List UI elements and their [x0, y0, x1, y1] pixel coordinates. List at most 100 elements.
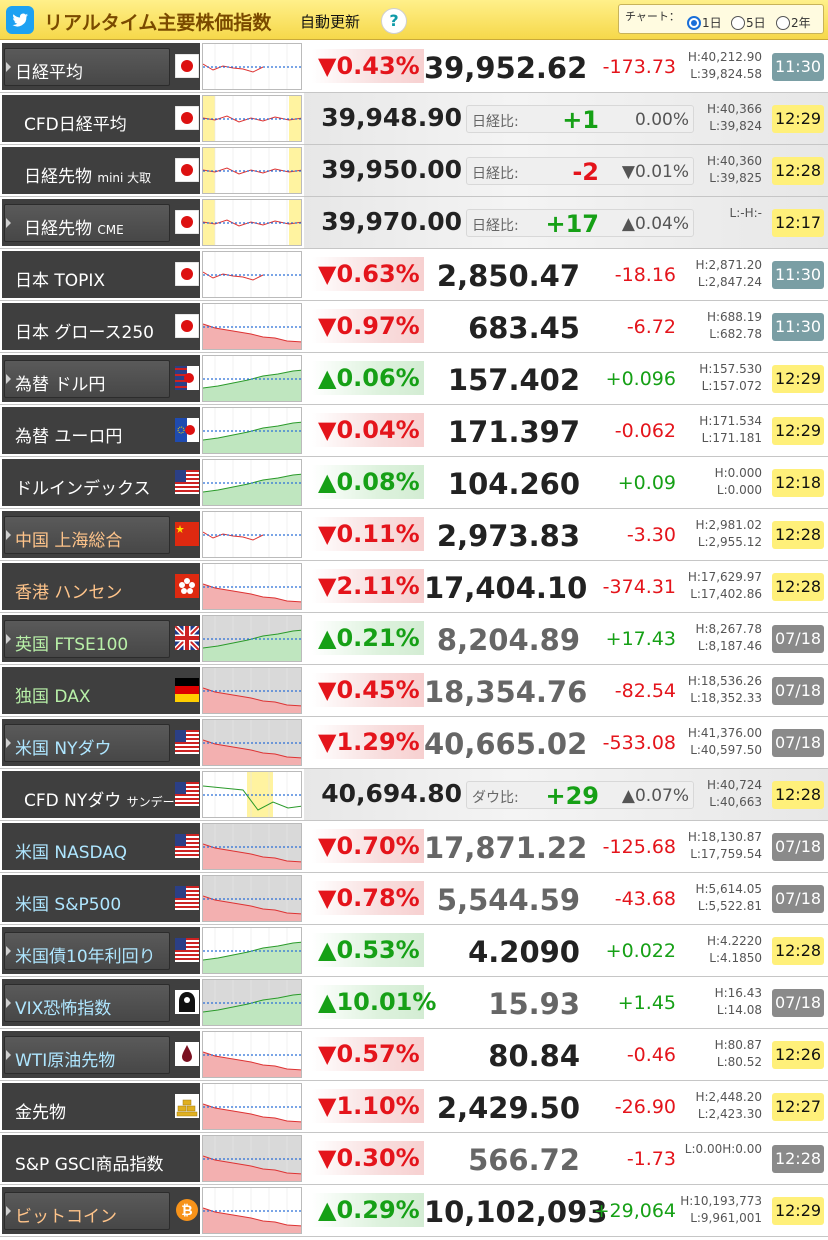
- sparkline-chart[interactable]: [202, 927, 302, 974]
- sparkline-chart[interactable]: [202, 43, 302, 90]
- index-name-cell[interactable]: VIX恐怖指数: [2, 979, 200, 1026]
- index-name-cell[interactable]: CFD日経平均: [2, 95, 200, 142]
- sparkline-chart[interactable]: [202, 1083, 302, 1130]
- sparkline-chart[interactable]: [202, 355, 302, 402]
- index-name-cell[interactable]: 香港 ハンセン: [2, 563, 200, 610]
- expand-arrow-icon[interactable]: [6, 1206, 11, 1216]
- index-button[interactable]: [4, 516, 170, 554]
- table-row[interactable]: 香港 ハンセン ▼2.11% 17,404.10 -374.31 H:17,629.97…: [0, 561, 828, 613]
- period-option-5d[interactable]: 5日: [731, 14, 766, 31]
- price-value: 40,665.02: [424, 727, 588, 761]
- table-row[interactable]: 日本 グロース250 ▼0.97% 683.45 -6.72 H:688.19 L:682…: [0, 301, 828, 353]
- index-name-cell[interactable]: 日経先物 mini 大取: [2, 147, 200, 194]
- table-row[interactable]: 米国債10年利回り ▲0.53% 4.2090 +0.022 H:4.2220 L:4.1…: [0, 925, 828, 977]
- sparkline-chart[interactable]: [202, 199, 302, 246]
- expand-arrow-icon[interactable]: [6, 946, 11, 956]
- radio-icon[interactable]: [687, 15, 701, 30]
- index-name-cell[interactable]: ビットコイン ₿: [2, 1187, 200, 1234]
- radio-icon[interactable]: [776, 15, 790, 30]
- low-value: L:682.78: [709, 327, 762, 341]
- index-name-cell[interactable]: 金先物: [2, 1083, 200, 1130]
- help-button[interactable]: ?: [381, 8, 407, 34]
- index-name-cell[interactable]: 日経先物 CME: [2, 199, 200, 246]
- sparkline-chart[interactable]: [202, 615, 302, 662]
- index-name-cell[interactable]: ドルインデックス: [2, 459, 200, 506]
- index-name-label: WTI原油先物: [15, 1051, 116, 1071]
- index-name-cell[interactable]: 独国 DAX: [2, 667, 200, 714]
- sparkline-chart[interactable]: [202, 95, 302, 142]
- table-row[interactable]: 為替 ドル円 ▲0.06% 157.402 +0.096 H:157.530 L:157.…: [0, 353, 828, 405]
- sparkline-chart[interactable]: [202, 1135, 302, 1182]
- index-name-cell[interactable]: 中国 上海総合: [2, 511, 200, 558]
- table-row[interactable]: WTI原油先物 ▼0.57% 80.84 -0.46 H:80.87 L:80.52 12:…: [0, 1029, 828, 1081]
- index-name-cell[interactable]: 英国 FTSE100: [2, 615, 200, 662]
- sparkline-chart[interactable]: [202, 563, 302, 610]
- table-row[interactable]: 為替 ユーロ円 ▼0.04% 171.397 -0.062 H:171.534 L:171…: [0, 405, 828, 457]
- index-button[interactable]: [4, 360, 170, 398]
- sparkline-chart[interactable]: [202, 979, 302, 1026]
- table-row[interactable]: 米国 NYダウ ▼1.29% 40,665.02 -533.08 H:41,376.00…: [0, 717, 828, 769]
- index-button[interactable]: [4, 204, 170, 242]
- table-row[interactable]: CFD NYダウ サンデー 40,694.80 ダウ比: +29 ▲0.07% H:40,…: [0, 769, 828, 821]
- sparkline-chart[interactable]: [202, 251, 302, 298]
- table-row[interactable]: VIX恐怖指数 ▲10.01% 15.93 +1.45 H:16.43 L:14.08 07…: [0, 977, 828, 1029]
- sparkline-chart[interactable]: [202, 407, 302, 454]
- table-row[interactable]: ビットコイン ₿ ▲0.29% 10,102,093 +29,064 H:10,193,7…: [0, 1185, 828, 1237]
- period-option-2y[interactable]: 2年: [776, 14, 811, 31]
- expand-arrow-icon[interactable]: [6, 998, 11, 1008]
- index-name-cell[interactable]: S&P GSCI商品指数: [2, 1135, 200, 1182]
- index-name-cell[interactable]: CFD NYダウ サンデー: [2, 771, 200, 818]
- sparkline-chart[interactable]: [202, 719, 302, 766]
- sparkline-chart[interactable]: [202, 667, 302, 714]
- index-button[interactable]: [4, 1036, 170, 1074]
- table-row[interactable]: 中国 上海総合 ▼0.11% 2,973.83 -3.30 H:2,981.02 L:2,…: [0, 509, 828, 561]
- index-name-cell[interactable]: 為替 ユーロ円: [2, 407, 200, 454]
- table-row[interactable]: 英国 FTSE100 ▲0.21% 8,204.89 +17.43 H:8,267.78…: [0, 613, 828, 665]
- index-button[interactable]: [4, 48, 170, 86]
- sparkline-chart[interactable]: [202, 823, 302, 870]
- table-row[interactable]: 独国 DAX ▼0.45% 18,354.76 -82.54 H:18,536.26 L:…: [0, 665, 828, 717]
- table-row[interactable]: CFD日経平均 39,948.90 日経比: +1 0.00% H:40,366 L:39,…: [0, 93, 828, 145]
- sparkline-chart[interactable]: [202, 511, 302, 558]
- index-name-cell[interactable]: 日本 TOPIX: [2, 251, 200, 298]
- sparkline-chart[interactable]: [202, 147, 302, 194]
- index-name-cell[interactable]: 米国 S&P500: [2, 875, 200, 922]
- index-name-cell[interactable]: 米国債10年利回り: [2, 927, 200, 974]
- table-row[interactable]: 日経先物 CME 39,970.00 日経比: +17 ▲0.04% L:-H:- 12:1…: [0, 197, 828, 249]
- index-name-cell[interactable]: 米国 NASDAQ: [2, 823, 200, 870]
- sparkline-chart[interactable]: [202, 875, 302, 922]
- sparkline-chart[interactable]: [202, 303, 302, 350]
- twitter-icon[interactable]: [6, 6, 34, 34]
- table-row[interactable]: ドルインデックス ▲0.08% 104.260 +0.09 H:0.000 L:0.000…: [0, 457, 828, 509]
- expand-arrow-icon[interactable]: [6, 62, 11, 72]
- table-row[interactable]: 日経平均 ▼0.43% 39,952.62 -173.73 H:40,212.90 L:3…: [0, 41, 828, 93]
- table-row[interactable]: 日経先物 mini 大取 39,950.00 日経比: -2 ▼0.01% H:40,36…: [0, 145, 828, 197]
- expand-arrow-icon[interactable]: [6, 218, 11, 228]
- table-row[interactable]: 日本 TOPIX ▼0.63% 2,850.47 -18.16 H:2,871.20 L:…: [0, 249, 828, 301]
- index-button[interactable]: [4, 1192, 170, 1230]
- expand-arrow-icon[interactable]: [6, 530, 11, 540]
- index-name-cell[interactable]: WTI原油先物: [2, 1031, 200, 1078]
- index-button[interactable]: [4, 724, 170, 762]
- expand-arrow-icon[interactable]: [6, 738, 11, 748]
- expand-arrow-icon[interactable]: [6, 1050, 11, 1060]
- expand-arrow-icon[interactable]: [6, 374, 11, 384]
- index-name-cell[interactable]: 為替 ドル円: [2, 355, 200, 402]
- sparkline-chart[interactable]: [202, 459, 302, 506]
- sparkline-chart[interactable]: [202, 1031, 302, 1078]
- index-name-cell[interactable]: 米国 NYダウ: [2, 719, 200, 766]
- index-name-cell[interactable]: 日経平均: [2, 43, 200, 90]
- index-button[interactable]: [4, 984, 170, 1022]
- index-button[interactable]: [4, 620, 170, 658]
- table-row[interactable]: 米国 NASDAQ ▼0.70% 17,871.22 -125.68 H:18,130.…: [0, 821, 828, 873]
- sparkline-chart[interactable]: [202, 1187, 302, 1234]
- table-row[interactable]: 金先物 ▼1.10% 2,429.50 -26.90 H:2,448.20 L:2,423…: [0, 1081, 828, 1133]
- radio-icon[interactable]: [731, 15, 745, 30]
- expand-arrow-icon[interactable]: [6, 634, 11, 644]
- index-name-cell[interactable]: 日本 グロース250: [2, 303, 200, 350]
- period-option-1d[interactable]: 1日: [687, 14, 722, 31]
- table-row[interactable]: S&P GSCI商品指数 ▼0.30% 566.72 -1.73 L:0.00H:0.0…: [0, 1133, 828, 1185]
- index-button[interactable]: [4, 932, 170, 970]
- table-row[interactable]: 米国 S&P500 ▼0.78% 5,544.59 -43.68 H:5,614.05 L…: [0, 873, 828, 925]
- sparkline-chart[interactable]: [202, 771, 302, 818]
